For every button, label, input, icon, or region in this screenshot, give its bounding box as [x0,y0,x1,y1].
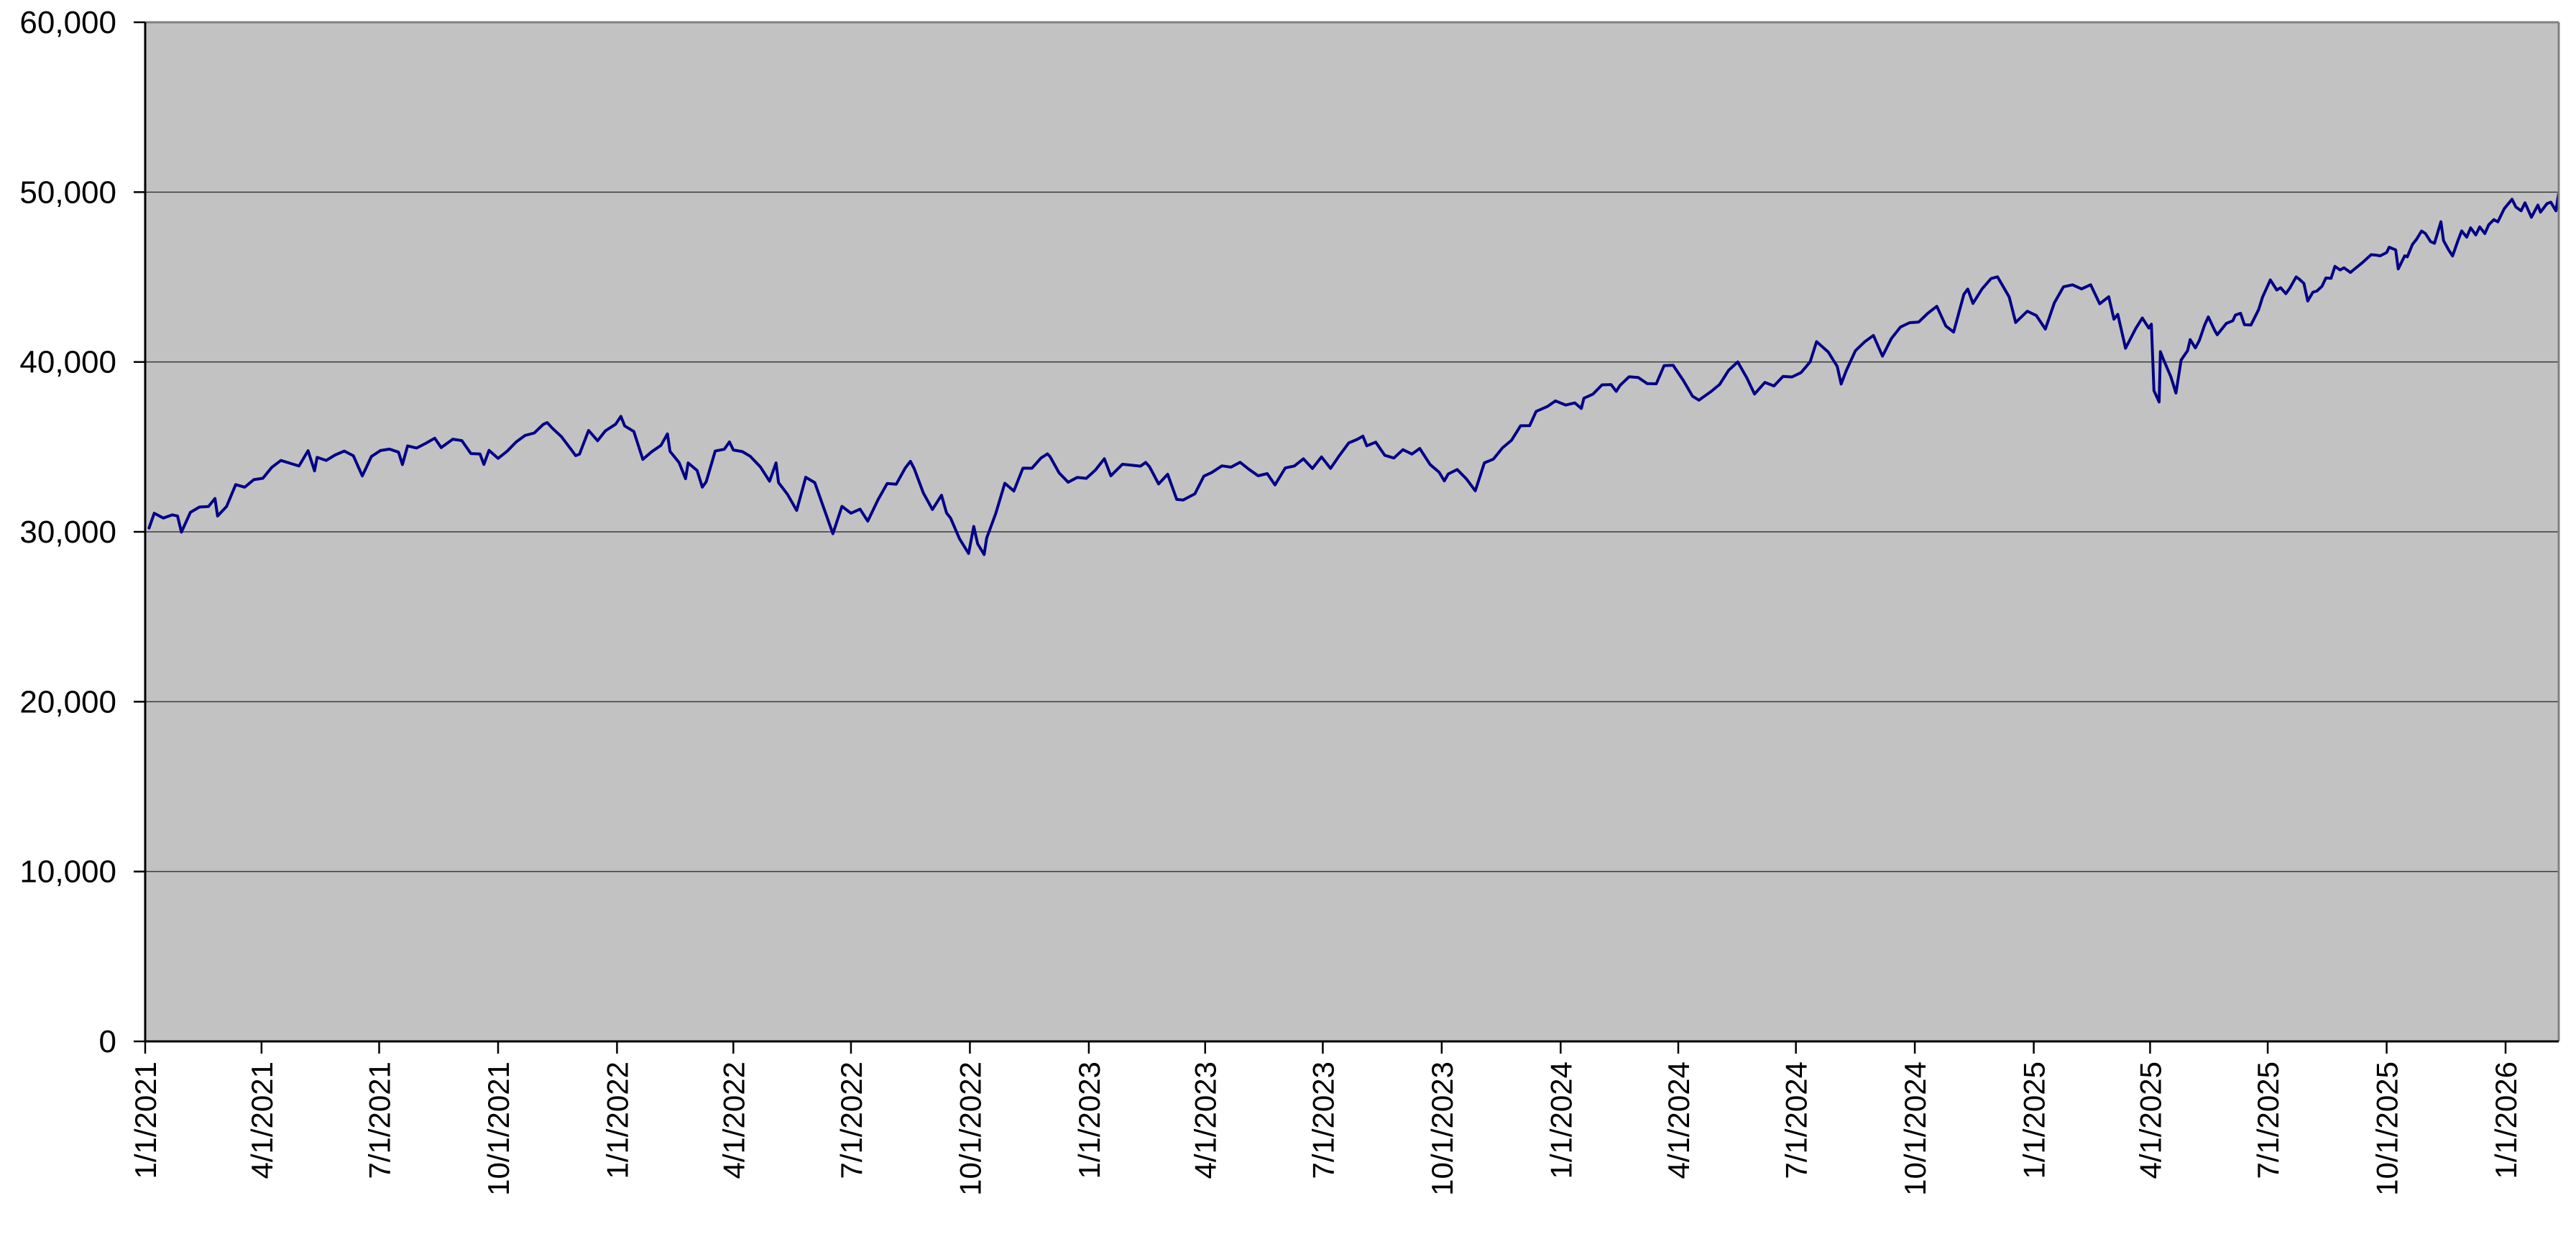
x-axis-tick-label: 7/1/2022 [834,1062,868,1179]
plot-border [145,21,2560,1041]
x-axis-tick-label: 1/1/2024 [1544,1062,1578,1179]
y-axis-tick-label: 0 [99,1024,116,1059]
data-series-line [147,188,2559,556]
y-axis-tick-label: 10,000 [19,855,116,890]
y-axis-tick-label: 40,000 [19,345,116,380]
x-axis-tick-label: 10/1/2022 [953,1062,987,1196]
x-axis-labels: 1/1/2021 4/1/2021 7/1/2021 10/1/2021 1/1/202… [129,1062,2523,1196]
x-axis-tick-label: 10/1/2024 [1898,1062,1932,1196]
y-axis-tick-label: 20,000 [19,684,116,719]
x-axis-tick-label: 10/1/2025 [2370,1062,2404,1196]
x-axis-tick-label: 1/1/2022 [600,1062,634,1179]
x-axis-tick-label: 1/1/2023 [1072,1062,1106,1179]
y-axis-labels: 0 10,000 20,000 30,000 40,000 50,000 60,000 [19,5,116,1059]
x-axis-tick-label: 7/1/2025 [2251,1062,2285,1179]
x-axis-tick-label: 7/1/2024 [1780,1062,1813,1179]
x-axis-tick-label: 1/1/2021 [129,1062,162,1179]
x-axis-tick-label: 10/1/2023 [1425,1062,1459,1196]
x-axis-tick-label: 4/1/2024 [1662,1062,1696,1179]
x-axis-tick-label: 7/1/2021 [363,1062,397,1179]
data-series [147,188,2559,556]
gridlines [145,191,2559,872]
x-axis-tick-label: 4/1/2021 [245,1062,279,1179]
x-axis-ticks [144,1041,2507,1054]
x-axis-tick-label: 1/1/2026 [2489,1062,2523,1179]
x-axis-tick-label: 1/1/2025 [2018,1062,2051,1179]
x-axis-tick-label: 4/1/2023 [1189,1062,1223,1179]
x-axis-tick-label: 4/1/2025 [2133,1062,2167,1179]
y-axis-ticks [134,21,145,1043]
y-axis-tick-label: 30,000 [19,515,116,550]
x-axis-tick-label: 7/1/2023 [1306,1062,1340,1179]
y-axis-tick-label: 50,000 [19,175,116,210]
x-axis-tick-label: 10/1/2021 [482,1062,515,1196]
x-axis-tick-label: 4/1/2022 [717,1062,750,1179]
y-axis-tick-label: 60,000 [19,5,116,40]
